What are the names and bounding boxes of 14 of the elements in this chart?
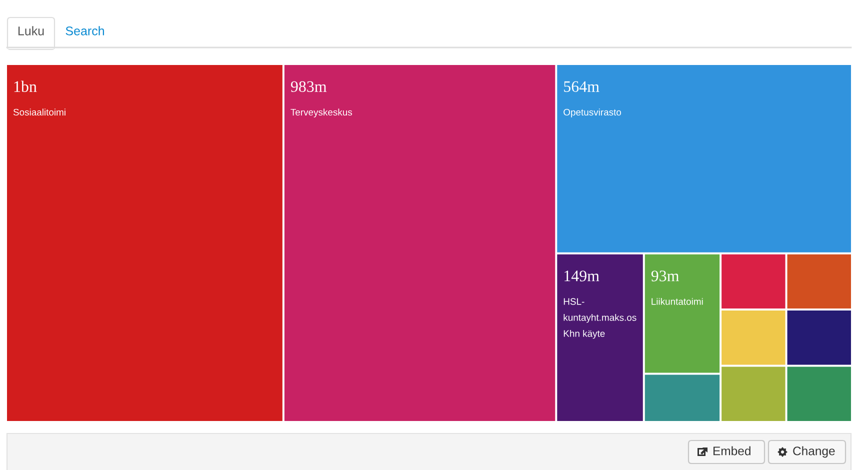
category-label: Liikuntatoimi [652,298,703,305]
text: Luku [18,26,44,36]
data-label: 1bn [14,80,37,92]
data-label: 93m [651,270,680,282]
data-label: 149m [564,270,600,282]
data-label: 564m [564,81,600,92]
category-label: Opetusvirasto [564,108,622,118]
text: Change [793,446,835,458]
category-label: Sosiaalitoimi [13,108,66,116]
data-label: 983m [290,81,327,92]
category-label: Terveyskeskus [290,108,352,118]
category-label: HSL-kuntayht.maks.os Khn käyte [564,298,636,339]
text: Embed [714,446,750,456]
text: Search [66,26,104,36]
